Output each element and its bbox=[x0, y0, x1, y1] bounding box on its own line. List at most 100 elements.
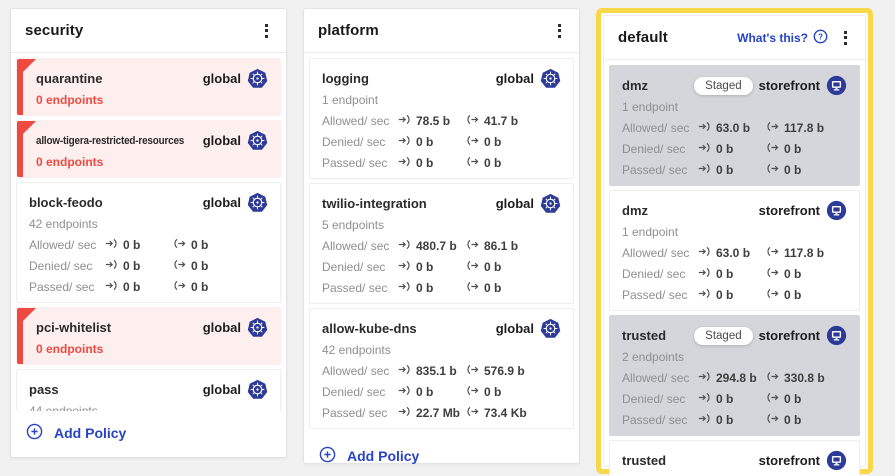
policy-name: allow-tigera-restricted-resources bbox=[36, 134, 185, 147]
add-policy-button[interactable]: Add Policy bbox=[304, 434, 579, 476]
egress-stat: 0 b bbox=[766, 288, 801, 302]
policy-card[interactable]: quarantine global 0 endpoints bbox=[16, 58, 281, 116]
egress-stat: 330.8 b bbox=[766, 371, 825, 385]
storefront-monitor-icon bbox=[826, 75, 847, 96]
egress-stat: 0 b bbox=[466, 156, 501, 170]
endpoints-count: 0 endpoints bbox=[36, 342, 104, 356]
alert-ribbon-icon bbox=[17, 121, 36, 177]
policy-name: logging bbox=[322, 71, 369, 86]
egress-value: 0 b bbox=[191, 238, 209, 252]
stat-row: Allowed/ sec 0 b 0 b bbox=[29, 238, 268, 252]
egress-arrow-icon bbox=[173, 280, 186, 294]
policy-card[interactable]: logging global 1 endpoint Allowed/ sec 78.… bbox=[309, 58, 574, 179]
egress-arrow-icon bbox=[766, 142, 779, 156]
stat-label: Allowed/ sec bbox=[322, 114, 390, 128]
stat-label: Allowed/ sec bbox=[29, 238, 97, 252]
highlighted-column-frame: default What's this? ? dmz Staged storefron… bbox=[596, 8, 873, 476]
kubernetes-icon bbox=[247, 317, 268, 338]
scope-label: storefront bbox=[758, 453, 820, 468]
policy-card[interactable]: allow-tigera-restricted-resources global … bbox=[16, 120, 281, 178]
ingress-stat: 0 b bbox=[398, 135, 466, 149]
ingress-value: 0 b bbox=[416, 281, 434, 295]
ingress-arrow-icon bbox=[398, 385, 411, 399]
kebab-menu-icon[interactable] bbox=[840, 26, 851, 50]
kebab-menu-icon[interactable] bbox=[554, 19, 565, 43]
ingress-arrow-icon bbox=[698, 246, 711, 260]
ingress-value: 0 b bbox=[716, 288, 734, 302]
stat-row: Passed/ sec 0 b 0 b bbox=[322, 156, 561, 170]
ingress-value: 0 b bbox=[416, 135, 434, 149]
kubernetes-icon bbox=[247, 68, 268, 89]
column-title: security bbox=[25, 22, 84, 39]
stat-row: Allowed/ sec 78.5 b 41.7 b bbox=[322, 114, 561, 128]
scope-label: global bbox=[202, 71, 241, 86]
ingress-arrow-icon bbox=[698, 267, 711, 281]
policy-card[interactable]: trusted storefront bbox=[609, 440, 860, 476]
ingress-stat: 0 b bbox=[698, 413, 766, 427]
alert-ribbon-icon bbox=[17, 308, 36, 364]
ingress-stat: 0 b bbox=[698, 163, 766, 177]
policy-card[interactable]: dmz storefront 1 endpoint Allowed/ sec 63.… bbox=[609, 190, 860, 311]
policy-card[interactable]: allow-kube-dns global 42 endpoints Allowed… bbox=[309, 308, 574, 429]
add-policy-button[interactable]: Add Policy bbox=[11, 411, 286, 457]
ingress-stat: 0 b bbox=[105, 238, 173, 252]
egress-arrow-icon bbox=[766, 392, 779, 406]
cards-list: dmz Staged storefront 1 endpoint Allowed/ s… bbox=[604, 60, 865, 476]
policy-card-header: trusted storefront bbox=[622, 450, 847, 471]
stat-label: Denied/ sec bbox=[322, 385, 386, 399]
ingress-stat: 0 b bbox=[105, 259, 173, 273]
egress-value: 330.8 b bbox=[784, 371, 825, 385]
policy-card[interactable]: pci-whitelist global 0 endpoints bbox=[16, 307, 281, 365]
policy-card-header: pci-whitelist global bbox=[36, 317, 268, 338]
egress-value: 0 b bbox=[784, 142, 802, 156]
ingress-value: 0 b bbox=[123, 238, 141, 252]
egress-value: 0 b bbox=[784, 267, 802, 281]
egress-arrow-icon bbox=[466, 364, 479, 378]
policy-name: dmz bbox=[622, 203, 648, 218]
add-circle-icon bbox=[319, 446, 336, 466]
endpoints-count: 1 endpoint bbox=[322, 93, 379, 107]
scope-label: global bbox=[202, 195, 241, 210]
policy-card-header: quarantine global bbox=[36, 68, 268, 89]
egress-arrow-icon bbox=[766, 288, 779, 302]
ingress-arrow-icon bbox=[105, 238, 118, 252]
ingress-stat: 0 b bbox=[398, 156, 466, 170]
kebab-menu-icon[interactable] bbox=[261, 19, 272, 43]
ingress-value: 0 b bbox=[416, 385, 434, 399]
ingress-arrow-icon bbox=[105, 280, 118, 294]
ingress-value: 0 b bbox=[123, 259, 141, 273]
policy-name: trusted bbox=[622, 328, 667, 343]
ingress-arrow-icon bbox=[398, 239, 411, 253]
ingress-value: 0 b bbox=[716, 392, 734, 406]
policy-name: pci-whitelist bbox=[36, 320, 112, 335]
ingress-arrow-icon bbox=[398, 156, 411, 170]
ingress-arrow-icon bbox=[398, 260, 411, 274]
ingress-value: 0 b bbox=[716, 142, 734, 156]
column-header: default What's this? ? bbox=[604, 16, 865, 60]
policy-card-header: dmz Staged storefront bbox=[622, 75, 847, 96]
endpoints-count: 2 endpoints bbox=[622, 350, 685, 364]
ingress-value: 0 b bbox=[716, 163, 734, 177]
stat-row: Denied/ sec 0 b 0 b bbox=[322, 260, 561, 274]
kubernetes-icon bbox=[540, 193, 561, 214]
policy-card[interactable]: dmz Staged storefront 1 endpoint Allowed/ s… bbox=[609, 65, 860, 186]
policy-card[interactable]: block-feodo global 42 endpoints Allowed/ s… bbox=[16, 182, 281, 303]
ingress-arrow-icon bbox=[698, 142, 711, 156]
policy-card[interactable]: trusted Staged storefront 2 endpoints Allow… bbox=[609, 315, 860, 436]
stat-label: Passed/ sec bbox=[622, 163, 688, 177]
ingress-arrow-icon bbox=[398, 364, 411, 378]
add-policy-label: Add Policy bbox=[54, 425, 127, 441]
stat-label: Passed/ sec bbox=[322, 156, 388, 170]
policy-name: dmz bbox=[622, 78, 648, 93]
whats-this-link[interactable]: What's this? ? bbox=[737, 29, 828, 47]
stat-label: Allowed/ sec bbox=[622, 371, 690, 385]
policy-name: allow-kube-dns bbox=[322, 321, 417, 336]
scope-label: storefront bbox=[758, 203, 820, 218]
egress-stat: 0 b bbox=[766, 163, 801, 177]
stat-label: Passed/ sec bbox=[322, 406, 388, 420]
egress-arrow-icon bbox=[466, 239, 479, 253]
egress-stat: 0 b bbox=[766, 267, 801, 281]
stat-row: Passed/ sec 0 b 0 b bbox=[29, 280, 268, 294]
policy-card[interactable]: twilio-integration global 5 endpoints Allo… bbox=[309, 183, 574, 304]
